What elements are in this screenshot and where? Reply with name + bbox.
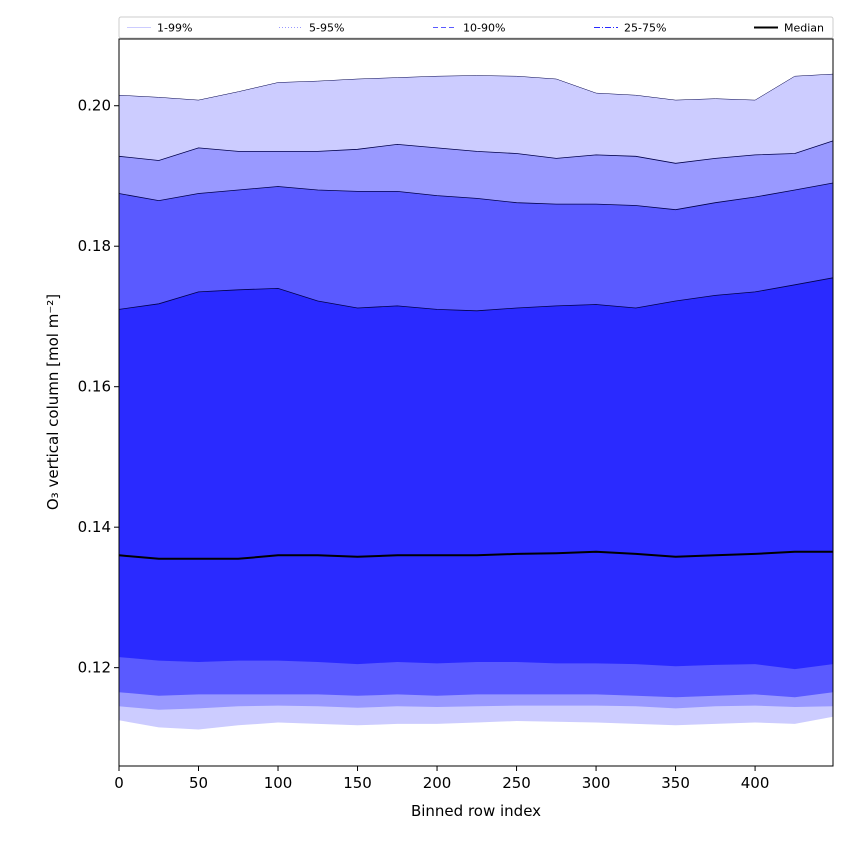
band-upper-edge-1-99% xyxy=(118,73,834,101)
y-tick-label: 0.20 xyxy=(78,97,111,115)
y-tick-label: 0.16 xyxy=(78,378,111,396)
x-tick-label: 200 xyxy=(423,774,452,792)
x-tick-label: 0 xyxy=(114,774,124,792)
x-tick-label: 350 xyxy=(661,774,690,792)
legend-label: 25-75% xyxy=(624,22,666,35)
plot-area-frame xyxy=(118,38,834,767)
x-tick-label: 250 xyxy=(502,774,531,792)
x-tick-label: 100 xyxy=(264,774,293,792)
x-tick-label: 150 xyxy=(343,774,372,792)
legend: 1-99% 5-95% 10-90% 25-75% Median xyxy=(118,16,834,39)
y-axis: 0.12 0.14 0.16 0.18 0.20 xyxy=(78,97,119,677)
x-tick-label: 400 xyxy=(741,774,770,792)
band-upper-edge-10-90% xyxy=(118,182,834,211)
x-tick-label: 300 xyxy=(582,774,611,792)
x-tick-label: 50 xyxy=(189,774,208,792)
series-layer xyxy=(118,550,833,560)
y-tick-label: 0.18 xyxy=(78,237,111,255)
band-25-75% xyxy=(119,277,833,670)
x-axis-label: Binned row index xyxy=(411,802,541,820)
legend-items: 1-99% 5-95% 10-90% 25-75% Median xyxy=(127,22,824,35)
band-upper-edge-5-95% xyxy=(118,140,834,164)
y-tick-label: 0.14 xyxy=(78,518,111,536)
legend-label: Median xyxy=(784,22,824,35)
legend-label: 1-99% xyxy=(157,22,192,35)
series-line-Median xyxy=(118,550,833,560)
y-axis-label: O₃ vertical column [mol m⁻²] xyxy=(44,294,62,510)
legend-label: 5-95% xyxy=(309,22,344,35)
legend-frame xyxy=(118,16,834,39)
x-axis: 0 50 100 150 200 250 300 350 400 xyxy=(114,766,769,792)
bands-layer xyxy=(118,73,834,730)
y-tick-label: 0.12 xyxy=(78,659,111,677)
band-upper-edge-25-75% xyxy=(118,277,834,312)
legend-label: 10-90% xyxy=(463,22,505,35)
